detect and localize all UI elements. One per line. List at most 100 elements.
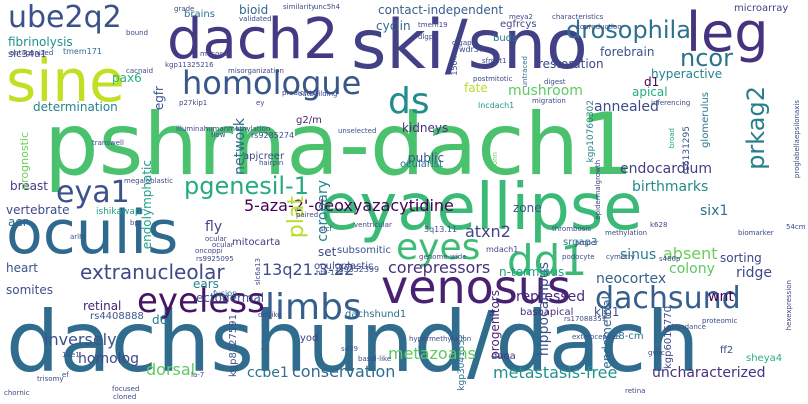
cloud-word: oncoppi xyxy=(195,247,223,255)
cloud-word: htb-134 xyxy=(316,269,344,277)
cloud-word: eyaellipse xyxy=(320,171,643,245)
cloud-word: mitocarta xyxy=(232,237,281,248)
cloud-word: ventricular xyxy=(354,221,392,229)
cloud-word: fate xyxy=(464,81,488,95)
cloud-word: progenitors xyxy=(488,290,502,359)
cloud-word: vertebrate xyxy=(6,203,70,217)
cloud-word: endocardium xyxy=(620,161,713,177)
cloud-word: buds xyxy=(493,33,518,44)
cloud-word: epidermalgrowth xyxy=(594,160,602,220)
cloud-word: ridge xyxy=(736,265,773,281)
cloud-word: unselected xyxy=(338,127,377,135)
cloud-word: dlgp xyxy=(418,33,434,41)
cloud-word: absent xyxy=(663,244,718,263)
cloud-word: inferencing xyxy=(651,99,691,107)
cloud-word: dachshund1 xyxy=(345,309,407,320)
cloud-word: characteristics xyxy=(552,13,604,21)
cloud-word: bp xyxy=(130,219,139,227)
cloud-word: n-terminus xyxy=(499,265,565,279)
cloud-word: 1504r xyxy=(450,52,459,76)
cloud-word: eyes xyxy=(396,227,481,268)
cloud-word: subsomitic xyxy=(337,245,391,256)
cloud-word: annealed xyxy=(594,99,659,115)
cloud-word: 28-cm xyxy=(612,331,644,342)
cloud-word: dotlike xyxy=(258,311,282,319)
cloud-word: b3gnt4 xyxy=(261,318,271,351)
cloud-word: eyeless xyxy=(137,281,265,321)
cloud-word: ectodermal xyxy=(196,291,265,305)
cloud-word: unc5h4 xyxy=(314,3,341,11)
cloud-word: thrombosis xyxy=(552,225,591,233)
cloud-word: slcf xyxy=(320,225,332,233)
cloud-word: broad xyxy=(668,128,676,149)
cloud-word: postmitotic xyxy=(473,75,513,83)
cloud-word: bioid xyxy=(239,3,269,17)
cloud-word: prkag2 xyxy=(742,86,770,170)
cloud-word: drosophila xyxy=(566,16,691,44)
cloud-word: ube2q2 xyxy=(8,0,122,35)
cloud-word: conservation xyxy=(292,362,396,381)
cloud-word: meya2 xyxy=(509,13,534,21)
cloud-word: uncharacterized xyxy=(652,365,766,381)
cloud-word: dachsund xyxy=(595,281,741,316)
cloud-word: venosus xyxy=(381,260,571,314)
cloud-word: colony xyxy=(669,261,715,277)
cloud-word: limbs xyxy=(265,287,362,328)
cloud-word: d1 xyxy=(644,75,660,89)
cloud-word: focused xyxy=(112,385,140,393)
cloud-word: illuminahumanmethylation xyxy=(176,125,271,133)
cloud-word: digest xyxy=(544,78,566,86)
cloud-word: retinal xyxy=(83,299,122,313)
cloud-word: sfmbt1 xyxy=(482,57,507,65)
cloud-word: conn xyxy=(491,152,499,170)
cloud-word: transwell xyxy=(92,139,124,147)
cloud-word: slc6a13 xyxy=(254,258,262,286)
cloud-word: endolymphatic xyxy=(140,160,154,250)
cloud-word: neocortex xyxy=(596,271,667,287)
cloud-word: arlht xyxy=(70,233,87,241)
cloud-word: rs9925095 xyxy=(196,255,234,263)
cloud-word: hairpin xyxy=(259,159,284,167)
cloud-word: ey xyxy=(256,99,265,107)
cloud-word: dach2 xyxy=(167,7,339,72)
cloud-word: cyclin xyxy=(376,19,411,33)
cloud-word: abundance xyxy=(667,323,706,331)
cloud-word: k628 xyxy=(650,221,668,229)
cloud-word: repressed xyxy=(516,289,586,305)
cloud-word: kgp6016770 xyxy=(663,306,674,370)
cloud-word: p27kip1 xyxy=(179,99,208,107)
cloud-word: gvgc xyxy=(648,349,665,357)
cloud-word: rs17088351 xyxy=(564,315,607,323)
cloud-word: chornic xyxy=(4,389,30,397)
cloud-word: prognostic xyxy=(18,132,31,190)
cloud-word: zone xyxy=(513,201,542,215)
cloud-word: hypermethylation xyxy=(409,335,472,343)
cloud-word: g2/m xyxy=(296,115,322,126)
cloud-word: dorsal xyxy=(146,360,196,379)
cloud-word: public xyxy=(408,151,445,165)
cloud-word: determination xyxy=(33,100,118,114)
cloud-word: megaloblastic xyxy=(124,177,173,185)
cloud-word: fly xyxy=(205,219,223,235)
cloud-word: slc34a1 xyxy=(8,49,47,60)
cloud-word: bound xyxy=(126,29,149,37)
cloud-word: misorganization xyxy=(228,67,284,75)
cloud-word: tmem171 xyxy=(63,47,102,56)
cloud-word: cacnaid xyxy=(126,67,154,75)
cloud-word: sinus xyxy=(620,247,657,263)
cloud-word: lncdach1 xyxy=(478,101,515,110)
cloud-word: kip1 xyxy=(594,305,620,319)
cloud-word: ocular xyxy=(205,235,227,243)
cloud-word: pgenesil-1 xyxy=(184,172,309,200)
cloud-word: set xyxy=(318,245,337,259)
cloud-word: ocularist xyxy=(400,159,443,170)
cloud-word: egfrcys xyxy=(500,19,537,30)
cloud-word: wnt xyxy=(708,289,734,305)
cloud-word: untraced xyxy=(521,56,529,88)
cloud-word: retina xyxy=(625,387,646,395)
cloud-word: 5-aza-2'-deoxyazacytidine xyxy=(244,196,454,215)
cloud-word: birthmarks xyxy=(632,179,709,195)
cloud-word: kgp8327591 xyxy=(228,314,239,378)
cloud-word: mdach1 xyxy=(486,245,519,254)
